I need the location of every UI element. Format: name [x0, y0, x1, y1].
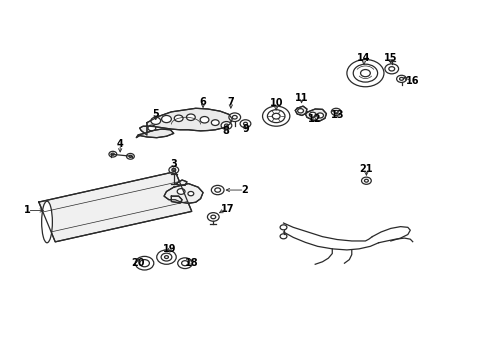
Polygon shape	[171, 196, 182, 203]
Text: 7: 7	[227, 97, 234, 107]
Circle shape	[272, 113, 280, 119]
Text: 3: 3	[170, 159, 177, 169]
Polygon shape	[295, 106, 306, 116]
Circle shape	[129, 155, 132, 157]
Text: 12: 12	[307, 114, 320, 124]
Text: 6: 6	[199, 97, 206, 107]
Circle shape	[399, 77, 403, 80]
Circle shape	[210, 215, 215, 219]
Circle shape	[364, 179, 367, 182]
Circle shape	[232, 116, 237, 119]
Text: 16: 16	[405, 76, 419, 86]
Circle shape	[157, 250, 176, 264]
Text: 9: 9	[242, 124, 248, 134]
Circle shape	[280, 234, 286, 239]
Circle shape	[200, 117, 208, 123]
Text: 8: 8	[222, 126, 229, 136]
Text: 13: 13	[331, 111, 344, 121]
Text: 10: 10	[269, 98, 283, 108]
Circle shape	[207, 213, 219, 221]
Text: 20: 20	[131, 258, 144, 268]
Text: 11: 11	[294, 93, 307, 103]
Text: 15: 15	[383, 53, 397, 63]
Circle shape	[243, 122, 247, 125]
Circle shape	[151, 117, 160, 125]
Circle shape	[181, 261, 188, 266]
Circle shape	[224, 124, 228, 127]
Circle shape	[135, 256, 154, 270]
Circle shape	[346, 59, 383, 87]
Polygon shape	[163, 184, 203, 203]
Circle shape	[262, 106, 289, 126]
Ellipse shape	[41, 201, 52, 243]
Circle shape	[187, 192, 193, 196]
Circle shape	[280, 225, 286, 230]
Circle shape	[168, 166, 178, 174]
Text: 14: 14	[357, 53, 370, 63]
Circle shape	[214, 188, 220, 192]
Circle shape	[361, 177, 370, 184]
Circle shape	[211, 185, 224, 195]
Polygon shape	[140, 108, 232, 135]
Circle shape	[384, 64, 398, 74]
Circle shape	[140, 260, 149, 267]
Circle shape	[333, 111, 337, 113]
Circle shape	[267, 110, 285, 123]
Circle shape	[177, 189, 184, 194]
Circle shape	[109, 151, 117, 157]
Circle shape	[221, 122, 231, 130]
Text: 1: 1	[24, 206, 31, 216]
Circle shape	[148, 125, 156, 131]
Text: 17: 17	[220, 204, 234, 214]
Polygon shape	[136, 129, 173, 138]
Text: 19: 19	[163, 244, 176, 254]
Circle shape	[161, 253, 171, 261]
Polygon shape	[39, 172, 191, 242]
Circle shape	[211, 120, 219, 126]
Circle shape	[388, 67, 394, 71]
Polygon shape	[305, 109, 326, 121]
Text: 4: 4	[117, 139, 123, 149]
Circle shape	[316, 113, 323, 118]
Circle shape	[171, 168, 175, 171]
Text: 5: 5	[152, 109, 159, 119]
Circle shape	[186, 114, 195, 121]
Circle shape	[309, 112, 316, 117]
Circle shape	[111, 153, 114, 155]
Text: 2: 2	[241, 185, 247, 195]
Circle shape	[164, 256, 168, 258]
Circle shape	[240, 120, 250, 128]
Circle shape	[360, 69, 369, 77]
Circle shape	[396, 75, 406, 82]
Circle shape	[330, 108, 340, 116]
Circle shape	[174, 115, 183, 122]
Circle shape	[297, 109, 303, 113]
Text: 18: 18	[184, 258, 198, 268]
Circle shape	[126, 153, 134, 159]
Polygon shape	[176, 180, 186, 185]
Circle shape	[352, 64, 377, 82]
Circle shape	[177, 258, 192, 269]
Circle shape	[161, 116, 171, 123]
Text: 21: 21	[359, 164, 372, 174]
Circle shape	[228, 113, 240, 122]
